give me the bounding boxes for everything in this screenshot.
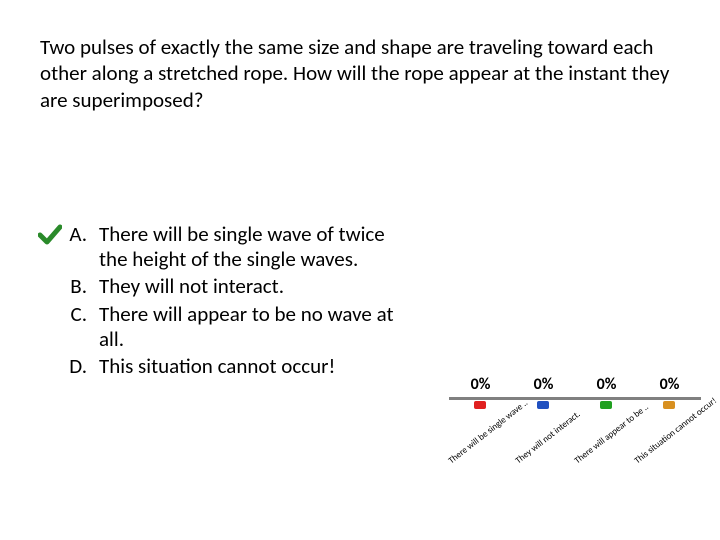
checkmark-icon bbox=[38, 224, 62, 246]
answer-letter: B. bbox=[65, 274, 93, 299]
category-label: This situation cannot occur! bbox=[632, 419, 688, 466]
pct-label: 0% bbox=[449, 375, 512, 394]
answer-text: This situation cannot occur! bbox=[93, 354, 405, 379]
slide: Two pulses of exactly the same size and … bbox=[0, 0, 720, 540]
answer-row: C. There will appear to be no wave at al… bbox=[65, 302, 405, 352]
chart-marker bbox=[537, 401, 549, 409]
chart-bars: 0% 0% 0% 0% There will be single wave ..… bbox=[449, 375, 701, 445]
answer-row: B. They will not interact. bbox=[65, 274, 405, 299]
answer-letter: D. bbox=[65, 354, 93, 379]
category-label: There will appear to be .. bbox=[572, 419, 628, 466]
question-text: Two pulses of exactly the same size and … bbox=[40, 34, 680, 113]
answer-letter: A. bbox=[65, 222, 93, 247]
pct-label: 0% bbox=[512, 375, 575, 394]
chart-marker bbox=[474, 401, 486, 409]
answer-letter: C. bbox=[65, 302, 93, 327]
answer-row: D. This situation cannot occur! bbox=[65, 354, 405, 379]
answer-text: There will be single wave of twice the h… bbox=[93, 222, 405, 272]
answer-text: They will not interact. bbox=[93, 274, 405, 299]
answer-row: A. There will be single wave of twice th… bbox=[65, 222, 405, 272]
category-label: They will not interact. bbox=[513, 419, 569, 466]
answers-list: A. There will be single wave of twice th… bbox=[65, 222, 405, 381]
pct-label: 0% bbox=[638, 375, 701, 394]
chart-axis bbox=[449, 397, 701, 400]
category-label: There will be single wave .. bbox=[446, 419, 502, 466]
pct-label: 0% bbox=[575, 375, 638, 394]
response-chart: 0% 0% 0% 0% There will be single wave ..… bbox=[449, 375, 701, 505]
chart-marker bbox=[600, 401, 612, 409]
chart-marker bbox=[663, 401, 675, 409]
answer-text: There will appear to be no wave at all. bbox=[93, 302, 405, 352]
